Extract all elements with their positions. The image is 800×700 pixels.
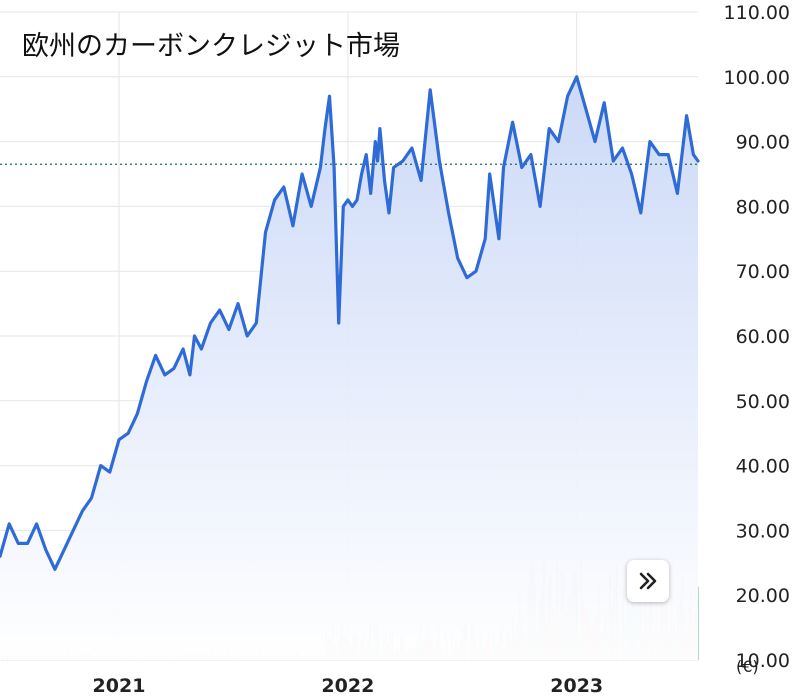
y-axis: 110.00 100.00 90.00 80.00 70.00 60.00 50.00 40.…: [724, 2, 790, 672]
y-tick-label: 110.00: [724, 2, 790, 24]
y-tick-label: 10.00: [736, 650, 790, 672]
double-chevron-right-icon: [639, 572, 657, 590]
y-tick-label: 40.00: [736, 456, 790, 478]
y-tick-label: 50.00: [736, 391, 790, 413]
price-series: [0, 75, 700, 571]
x-tick-label: 2023: [550, 675, 603, 697]
y-tick-label: 20.00: [736, 585, 790, 607]
y-tick-label: 90.00: [736, 132, 790, 154]
chart-title: 欧州のカーボンクレジット市場: [22, 31, 400, 62]
x-tick-label: 2021: [93, 675, 146, 697]
x-axis: 2021 2022 2023: [93, 675, 604, 697]
y-tick-label: 70.00: [736, 261, 790, 283]
y-tick-label: 80.00: [736, 196, 790, 218]
y-tick-label: 30.00: [736, 520, 790, 542]
price-line: [0, 75, 700, 571]
price-area-fill: [0, 76, 698, 661]
scroll-right-button[interactable]: [627, 560, 669, 602]
x-tick-label: 2022: [321, 675, 374, 697]
unit-label: (€): [736, 657, 759, 676]
price-area: [0, 76, 698, 661]
y-tick-label: 100.00: [724, 67, 790, 89]
y-tick-label: 60.00: [736, 326, 790, 348]
